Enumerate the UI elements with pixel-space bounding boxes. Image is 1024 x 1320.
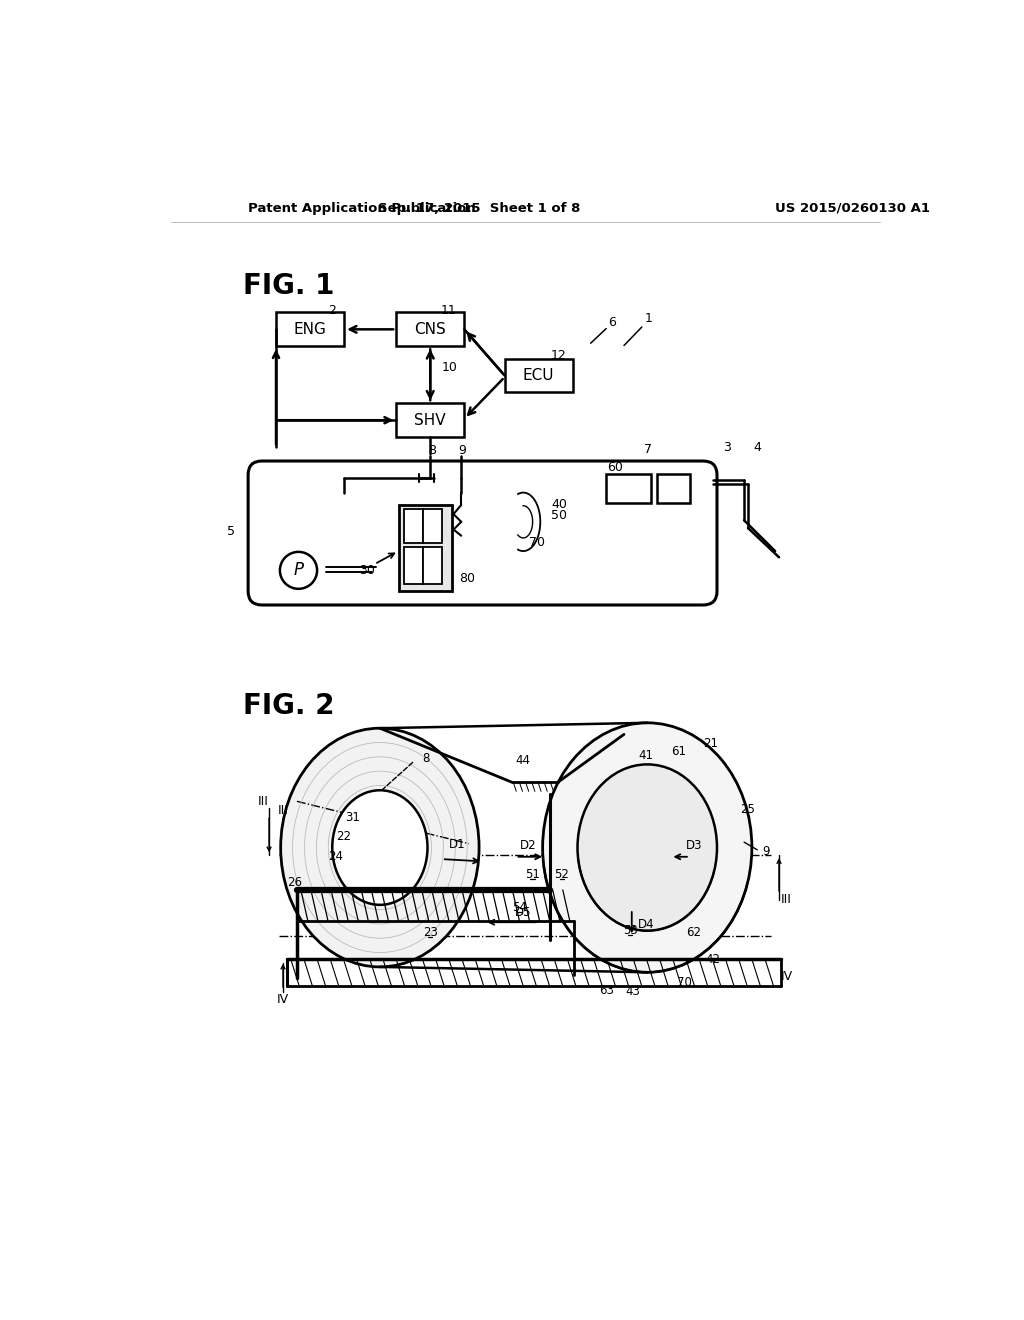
Text: Patent Application Publication: Patent Application Publication: [248, 202, 476, 215]
Text: III: III: [258, 795, 269, 808]
Text: 44: 44: [516, 754, 530, 767]
Text: D5: D5: [515, 907, 531, 920]
Ellipse shape: [543, 723, 752, 973]
Text: 42: 42: [706, 953, 721, 966]
Text: Sep. 17, 2015  Sheet 1 of 8: Sep. 17, 2015 Sheet 1 of 8: [378, 202, 581, 215]
Text: 26: 26: [287, 875, 302, 888]
Text: D4: D4: [637, 917, 654, 931]
Text: D1: D1: [450, 838, 466, 851]
Text: III: III: [780, 894, 792, 907]
Text: 50: 50: [551, 510, 567, 523]
Text: 2: 2: [328, 304, 336, 317]
Text: CNS: CNS: [415, 322, 446, 337]
Text: 9: 9: [762, 845, 769, 858]
FancyBboxPatch shape: [505, 359, 572, 392]
Text: 53: 53: [623, 924, 638, 937]
Text: ECU: ECU: [523, 368, 555, 383]
Text: FIG. 1: FIG. 1: [243, 272, 334, 301]
Text: 23: 23: [423, 925, 437, 939]
Text: 24: 24: [329, 850, 343, 862]
Text: 7: 7: [644, 444, 652, 455]
Text: FIG. 2: FIG. 2: [243, 692, 334, 719]
Text: P: P: [294, 561, 303, 579]
Text: 8: 8: [428, 445, 436, 458]
Text: 8: 8: [423, 752, 430, 766]
Text: 70: 70: [677, 975, 692, 989]
Text: 6: 6: [607, 315, 615, 329]
Text: 62: 62: [686, 925, 701, 939]
FancyBboxPatch shape: [399, 506, 452, 591]
FancyBboxPatch shape: [657, 474, 690, 503]
Text: D2: D2: [519, 838, 537, 851]
Text: 31: 31: [345, 810, 360, 824]
Text: 10: 10: [441, 362, 458, 375]
Text: 43: 43: [626, 985, 641, 998]
Text: 52: 52: [555, 869, 569, 880]
Text: 4: 4: [754, 441, 761, 454]
FancyBboxPatch shape: [403, 508, 423, 543]
Text: 11: 11: [441, 304, 457, 317]
Text: 51: 51: [525, 869, 540, 880]
Ellipse shape: [578, 764, 717, 931]
Text: 41: 41: [638, 748, 653, 762]
Text: 25: 25: [740, 803, 756, 816]
FancyBboxPatch shape: [396, 404, 464, 437]
Text: 1: 1: [645, 312, 652, 325]
Text: D3: D3: [685, 838, 702, 851]
Text: 12: 12: [551, 348, 566, 362]
FancyBboxPatch shape: [606, 474, 651, 503]
Text: 3: 3: [723, 441, 731, 454]
Ellipse shape: [281, 729, 479, 966]
Text: 63: 63: [599, 983, 614, 997]
Circle shape: [280, 552, 317, 589]
Text: 5: 5: [227, 525, 236, 539]
Text: 61: 61: [671, 744, 686, 758]
Text: 21: 21: [703, 737, 718, 750]
Text: 40: 40: [551, 499, 567, 511]
Text: 54: 54: [512, 902, 526, 915]
Text: ENG: ENG: [294, 322, 327, 337]
Text: 70: 70: [529, 536, 545, 549]
FancyBboxPatch shape: [276, 313, 344, 346]
FancyBboxPatch shape: [403, 548, 423, 585]
Text: IV: IV: [780, 970, 793, 983]
Text: IV: IV: [276, 993, 289, 1006]
Text: III: III: [278, 804, 289, 817]
Text: 60: 60: [607, 462, 623, 474]
FancyBboxPatch shape: [396, 313, 464, 346]
Text: 22: 22: [336, 829, 351, 842]
Text: 80: 80: [459, 572, 475, 585]
Text: 9: 9: [458, 445, 466, 458]
FancyBboxPatch shape: [423, 508, 442, 543]
FancyBboxPatch shape: [248, 461, 717, 605]
Text: SHV: SHV: [415, 413, 446, 428]
Ellipse shape: [332, 791, 427, 904]
FancyBboxPatch shape: [423, 548, 442, 585]
Text: US 2015/0260130 A1: US 2015/0260130 A1: [775, 202, 930, 215]
Text: 30: 30: [358, 564, 375, 577]
